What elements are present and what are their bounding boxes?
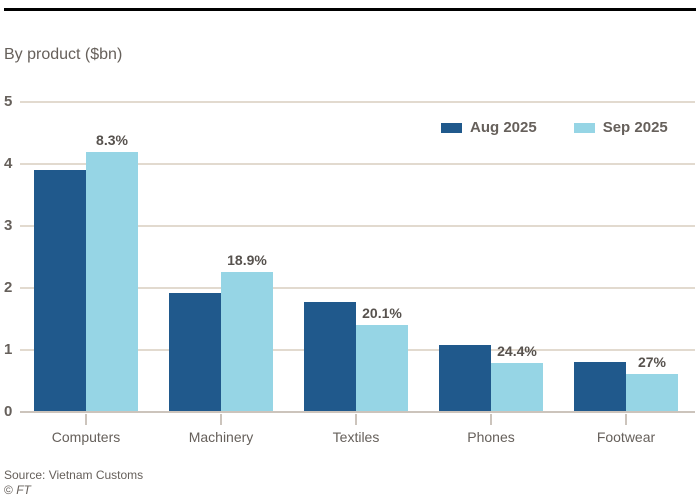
legend-item-sep-2025: Sep 2025	[573, 119, 668, 136]
gridline-4	[20, 163, 695, 165]
pct-label-footwear: 27%	[637, 353, 667, 370]
legend: Aug 2025 Sep 2025	[441, 119, 668, 136]
x-tick-footwear	[625, 414, 627, 425]
pct-label-machinery: 18.9%	[227, 251, 267, 268]
bar-aug-2025-phones	[439, 345, 491, 412]
y-tick-label-5: 5	[4, 93, 13, 110]
x-tick-machinery	[220, 414, 222, 425]
x-tick-computers	[85, 414, 87, 425]
bar-aug-2025-computers	[34, 170, 86, 412]
x-tick-phones	[490, 414, 492, 425]
credit-symbol: ©	[4, 483, 13, 497]
bar-sep-2025-machinery	[221, 271, 273, 412]
pct-label-computers: 8.3%	[96, 131, 128, 148]
legend-label-sep-2025: Sep 2025	[602, 119, 668, 136]
plot-area: Computers 8.3% Machinery 18.9% Textiles 20.1%…	[20, 101, 695, 445]
credit-name: FT	[16, 483, 31, 497]
bar-aug-2025-footwear	[574, 362, 626, 412]
y-tick-label-3: 3	[4, 217, 13, 234]
pct-label-textiles: 20.1%	[362, 304, 402, 321]
pct-label-phones: 24.4%	[497, 343, 537, 360]
chart-subtitle: By product ($bn)	[4, 46, 123, 63]
gridline-5	[20, 101, 695, 103]
y-tick-label-0: 0	[4, 403, 13, 420]
bar-aug-2025-textiles	[304, 301, 356, 412]
gridline-2	[20, 287, 695, 289]
ft-credit: © FT	[4, 483, 31, 497]
y-tick-label-2: 2	[4, 279, 13, 296]
bar-sep-2025-computers	[86, 151, 138, 412]
legend-swatch-aug-2025	[441, 122, 462, 133]
category-label-computers: Computers	[51, 429, 121, 445]
y-tick-label-4: 4	[4, 155, 13, 172]
category-label-machinery: Machinery	[188, 429, 254, 445]
gridline-3	[20, 225, 695, 227]
x-tick-textiles	[355, 414, 357, 425]
category-label-textiles: Textiles	[332, 429, 380, 445]
x-axis-line	[20, 411, 695, 413]
bar-sep-2025-footwear	[626, 373, 678, 412]
category-label-phones: Phones	[467, 429, 515, 445]
legend-label-aug-2025: Aug 2025	[470, 119, 537, 136]
bar-sep-2025-phones	[491, 363, 543, 412]
source-line: Source: Vietnam Customs	[4, 468, 144, 482]
top-rule	[4, 8, 696, 11]
legend-swatch-sep-2025	[573, 122, 595, 133]
category-label-footwear: Footwear	[596, 429, 656, 445]
y-tick-label-1: 1	[4, 341, 13, 358]
bar-sep-2025-textiles	[356, 324, 408, 412]
bar-aug-2025-machinery	[169, 292, 221, 412]
legend-item-aug-2025: Aug 2025	[441, 119, 537, 136]
